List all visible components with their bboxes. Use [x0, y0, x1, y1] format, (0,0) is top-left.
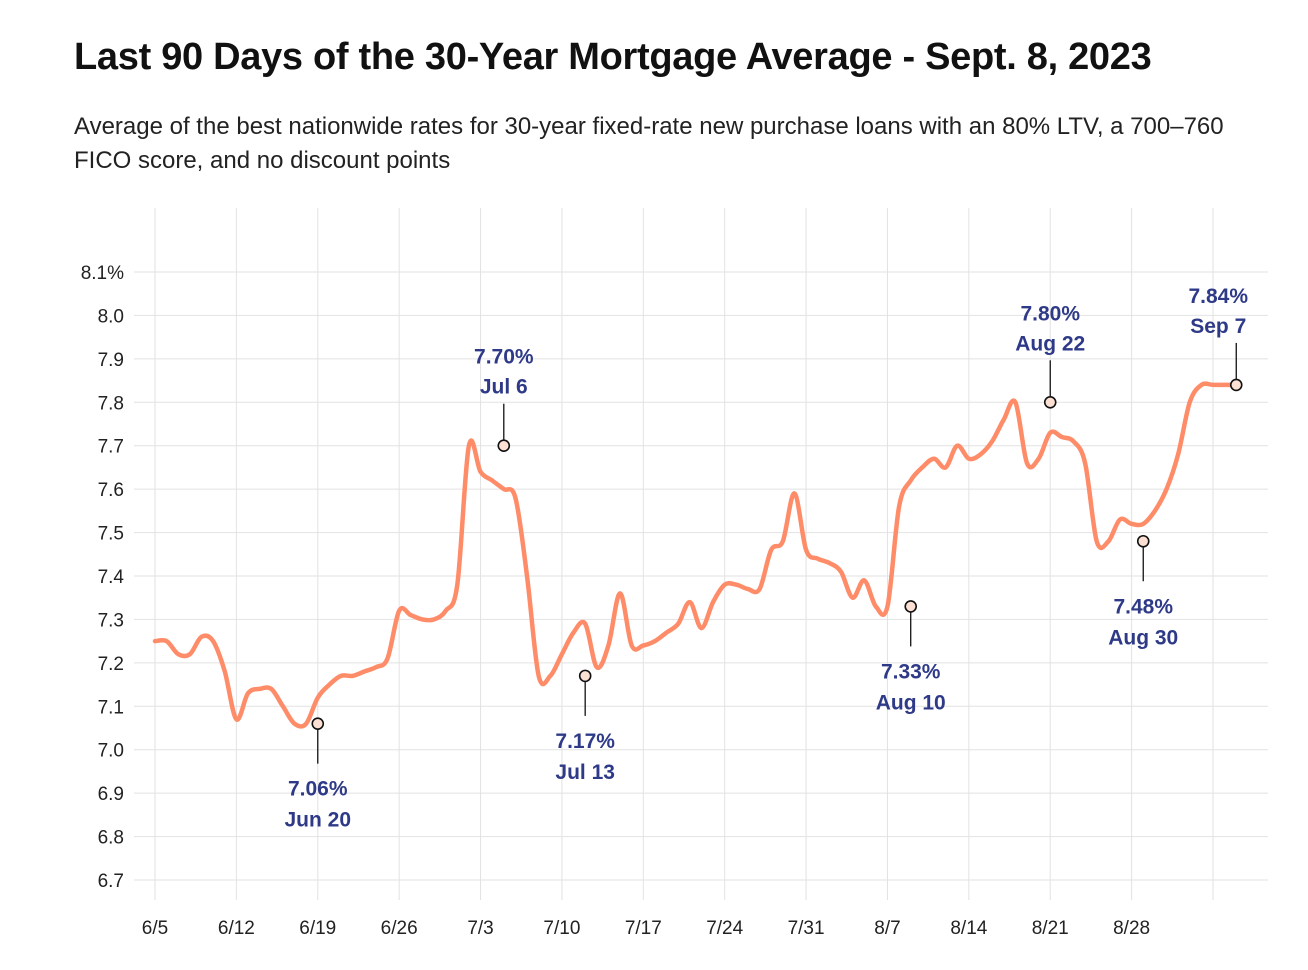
annotation-value: 7.70%	[474, 346, 534, 369]
annotation-value: 7.48%	[1113, 595, 1173, 618]
y-tick-label: 7.3	[98, 610, 124, 631]
x-tick-label: 8/7	[874, 918, 900, 939]
chart-subtitle: Average of the best nationwide rates for…	[74, 113, 1224, 174]
annotation-value: 7.17%	[555, 730, 615, 753]
annotation-date: Aug 22	[1015, 332, 1085, 355]
annotation-date: Aug 10	[876, 691, 946, 714]
annotation-value: 7.84%	[1188, 285, 1248, 308]
annotations: 7.06% Jun 20 7.70% Jul 6 7.17% Jul 13 7.33% Aug…	[285, 285, 1249, 832]
annotation-value: 7.33%	[881, 660, 941, 683]
series-layer	[152, 381, 1239, 729]
y-tick-label: 7.2	[98, 654, 124, 675]
annotation-marker	[904, 600, 918, 613]
annotation-marker	[1229, 378, 1243, 392]
annotation-date: Jul 6	[480, 376, 528, 399]
x-tick-label: 6/26	[381, 918, 418, 939]
y-tick-label: 7.7	[98, 437, 124, 458]
y-tick-label: 7.1	[98, 697, 124, 718]
y-tick-label: 7.4	[98, 567, 125, 588]
x-tick-label: 7/17	[625, 918, 662, 939]
x-tick-label: 6/19	[299, 918, 336, 939]
x-tick-label: 7/24	[706, 918, 743, 939]
y-tick-label: 7.0	[98, 741, 124, 762]
chart-title: Last 90 Days of the 30-Year Mortgage Ave…	[74, 36, 1152, 78]
annotation-date: Jul 13	[555, 761, 615, 784]
x-tick-label: 8/21	[1032, 918, 1069, 939]
annotation-marker	[497, 439, 511, 453]
annotation-marker	[1043, 395, 1057, 409]
y-tick-label: 6.9	[98, 784, 124, 805]
x-tick-label: 6/12	[218, 918, 255, 939]
x-tick-label: 8/28	[1113, 918, 1150, 939]
annotation-date: Jun 20	[285, 809, 352, 832]
annotation-date: Aug 30	[1108, 626, 1178, 649]
x-tick-label: 7/3	[467, 918, 493, 939]
annotation-date: Sep 7	[1190, 315, 1246, 338]
y-tick-label: 7.5	[98, 524, 124, 545]
y-tick-label: 8.1%	[81, 263, 124, 284]
y-tick-label: 6.7	[98, 871, 124, 892]
annotation-value: 7.06%	[288, 778, 348, 801]
axes: 8.1% 8.0 7.9 7.8 7.7 7.6 7.5 7.4 7.3 7.2 7.1 7.0 6.9…	[81, 263, 1150, 939]
x-tick-label: 8/14	[950, 918, 987, 939]
y-tick-label: 6.8	[98, 828, 124, 849]
y-tick-label: 7.8	[98, 393, 124, 414]
y-tick-label: 7.9	[98, 350, 124, 371]
x-tick-label: 7/10	[543, 918, 580, 939]
annotation-marker	[311, 717, 325, 730]
y-tick-label: 8.0	[98, 306, 124, 327]
y-tick-label: 7.6	[98, 480, 124, 501]
x-tick-label: 7/31	[788, 918, 825, 939]
annotation-marker	[1136, 534, 1150, 548]
x-tick-label: 6/5	[142, 918, 168, 939]
annotation-marker	[578, 669, 592, 683]
annotation-value: 7.80%	[1020, 302, 1080, 325]
series-line	[152, 381, 1239, 729]
